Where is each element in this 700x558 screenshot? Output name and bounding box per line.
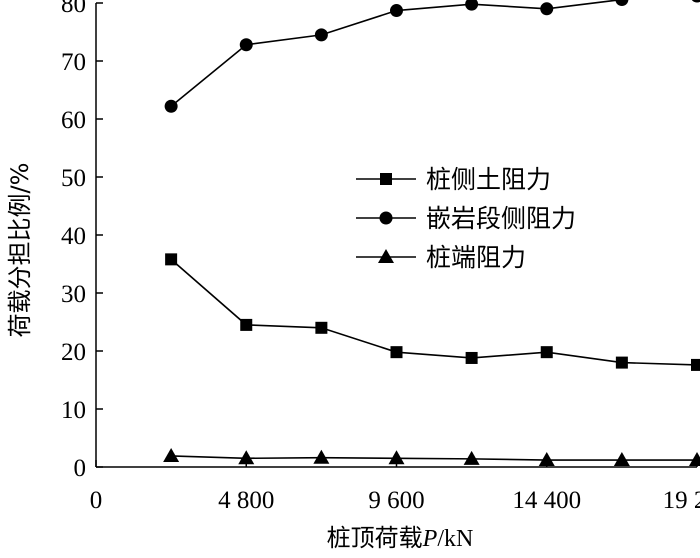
x-tick-label: 4 800	[218, 487, 274, 514]
legend-item: 桩端阻力	[356, 243, 526, 272]
series-triangle	[163, 447, 700, 467]
y-tick-label: 20	[61, 339, 86, 366]
series-layer	[163, 0, 700, 467]
series-square	[165, 253, 700, 371]
legend-label: 嵌岩段侧阻力	[426, 204, 576, 233]
x-tick-label: 0	[90, 487, 103, 514]
data-point	[313, 449, 330, 464]
data-point	[315, 321, 328, 334]
data-point	[463, 450, 480, 465]
data-point	[163, 447, 180, 462]
series-line	[170, 258, 698, 366]
x-axis-title: 桩顶荷载P/kN	[327, 524, 474, 552]
data-point	[164, 99, 178, 113]
x-axis-title-variable: P	[422, 526, 438, 552]
legend-item: 桩侧土阻力	[356, 165, 551, 194]
y-tick-label: 0	[74, 455, 87, 482]
data-point	[388, 450, 405, 465]
data-point	[615, 0, 629, 7]
data-point	[390, 346, 403, 359]
series-line	[170, 0, 629, 107]
legend-label: 桩侧土阻力	[426, 165, 551, 194]
legend-marker	[379, 211, 393, 225]
x-tick-label: 19 200	[663, 487, 700, 514]
data-point	[465, 351, 478, 364]
data-point	[538, 452, 555, 467]
legend-marker	[378, 249, 394, 263]
y-tick-label: 60	[61, 107, 86, 134]
x-tick-label: 14 400	[512, 487, 581, 514]
legend-label: 桩端阻力	[426, 243, 526, 272]
data-point	[238, 450, 255, 465]
data-point	[390, 4, 403, 18]
series-circle	[164, 0, 700, 113]
x-tick-label: 9 600	[368, 487, 424, 514]
x-axis-title-prefix: 桩顶荷载	[327, 524, 423, 552]
legend-item: 嵌岩段侧阻力	[356, 204, 576, 233]
data-point	[615, 356, 628, 369]
legend-marker	[380, 173, 392, 185]
data-point	[465, 0, 479, 11]
y-tick-label: 80	[61, 0, 86, 18]
data-point	[540, 2, 554, 16]
y-tick-label: 50	[61, 165, 86, 192]
y-tick-label: 40	[61, 223, 86, 250]
data-point	[314, 28, 328, 42]
data-point	[689, 452, 700, 467]
series-line	[171, 455, 697, 461]
y-tick-label: 10	[61, 397, 86, 424]
plot-frame	[95, 3, 697, 468]
data-point	[165, 253, 178, 266]
data-point	[613, 452, 630, 467]
x-axis: 0 4 800 9 600 14 400 19 200	[90, 460, 700, 514]
y-axis-title: 荷载分担比例/%	[6, 163, 34, 338]
data-point	[239, 38, 253, 52]
y-tick-label: 70	[61, 49, 86, 76]
data-point	[691, 358, 700, 371]
x-axis-title-unit: /kN	[437, 526, 473, 552]
y-axis: 0 10 20 30 40 50 60 70 80	[61, 0, 103, 482]
data-point	[240, 318, 253, 331]
data-point	[691, 0, 700, 3]
data-point	[540, 346, 553, 359]
y-tick-label: 30	[61, 281, 86, 308]
